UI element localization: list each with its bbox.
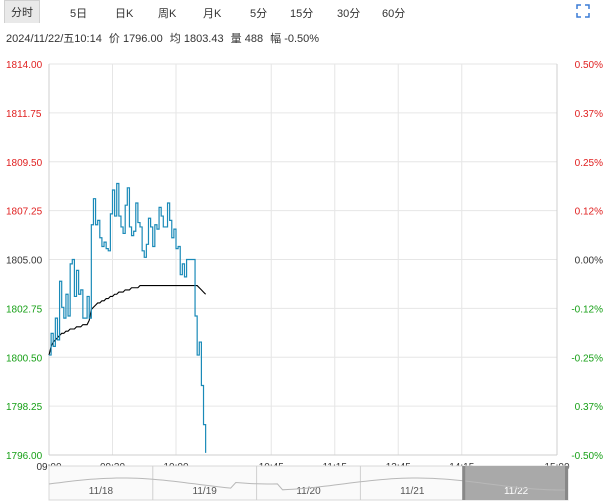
y-tick-label-right: 0.00% xyxy=(575,256,603,267)
y-tick-label-left: 1807.25 xyxy=(6,207,43,218)
navigator-handle-right xyxy=(565,466,568,500)
navigator-date-label: 11/18 xyxy=(89,486,114,497)
y-tick-label-left: 1814.00 xyxy=(6,60,43,71)
y-tick-label-right: 0.25% xyxy=(575,158,603,169)
navigator-date-label: 11/19 xyxy=(193,486,218,497)
y-tick-label-left: 1809.50 xyxy=(6,158,43,169)
info-price: 价 1796.00 xyxy=(108,33,163,45)
average-price-line xyxy=(48,285,207,356)
y-tick-label-left: 1802.75 xyxy=(6,304,43,315)
navigator-trend-line xyxy=(48,477,568,491)
y-tick-label-right: -0.50% xyxy=(571,451,603,462)
y-tick-label-right: -0.12% xyxy=(571,304,603,315)
navigator-handle-left xyxy=(462,466,466,500)
tab-15min[interactable]: 15分 xyxy=(290,8,314,20)
tab-monthly-k[interactable]: 月K xyxy=(203,8,222,20)
y-tick-label-right: 0.37% xyxy=(575,402,603,413)
tab-60min[interactable]: 60分 xyxy=(382,8,406,20)
tab-5min[interactable]: 5分 xyxy=(250,8,268,20)
tab-intraday[interactable]: 分时 xyxy=(4,0,40,23)
y-tick-label-right: 0.12% xyxy=(575,207,603,218)
y-tick-label-left: 1805.00 xyxy=(6,256,43,267)
y-tick-label-left: 1811.75 xyxy=(6,109,42,120)
y-tick-label-left: 1796.00 xyxy=(6,451,43,462)
info-datetime: 2024/11/22/五10:14 xyxy=(6,33,102,45)
y-tick-label-right: 0.50% xyxy=(575,60,603,71)
fullscreen-icon[interactable] xyxy=(576,4,590,18)
y-tick-label-left: 1798.25 xyxy=(6,402,43,413)
tab-daily-k[interactable]: 日K xyxy=(115,8,134,20)
date-navigator[interactable]: 11/18 11/19 11/20 11/21 11/22 xyxy=(0,456,606,504)
y-tick-label-right: 0.37% xyxy=(575,109,603,120)
tab-weekly-k[interactable]: 周K xyxy=(158,8,177,20)
quote-info-bar: 2024/11/22/五10:14 价 1796.00 均 1803.43 量 … xyxy=(6,30,323,46)
info-average: 均 1803.43 xyxy=(169,33,224,45)
info-change: 幅 -0.50% xyxy=(270,33,320,45)
info-volume: 量 488 xyxy=(230,33,264,45)
period-tabs: 分时 5日 日K 周K 月K 5分 15分 30分 60分 xyxy=(0,0,606,26)
tab-30min[interactable]: 30分 xyxy=(337,8,361,20)
intraday-chart[interactable]: 1814.00 0.50% 1811.75 0.37% 1809.50 0.25% 1807… xyxy=(0,50,606,474)
navigator-date-label: 11/21 xyxy=(400,486,425,497)
y-tick-label-left: 1800.50 xyxy=(6,353,43,364)
tab-5day[interactable]: 5日 xyxy=(70,8,88,20)
price-line xyxy=(49,182,207,453)
y-tick-label-right: -0.25% xyxy=(571,353,603,364)
navigator-date-label: 11/22 xyxy=(504,486,529,497)
navigator-date-label: 11/20 xyxy=(296,486,321,497)
